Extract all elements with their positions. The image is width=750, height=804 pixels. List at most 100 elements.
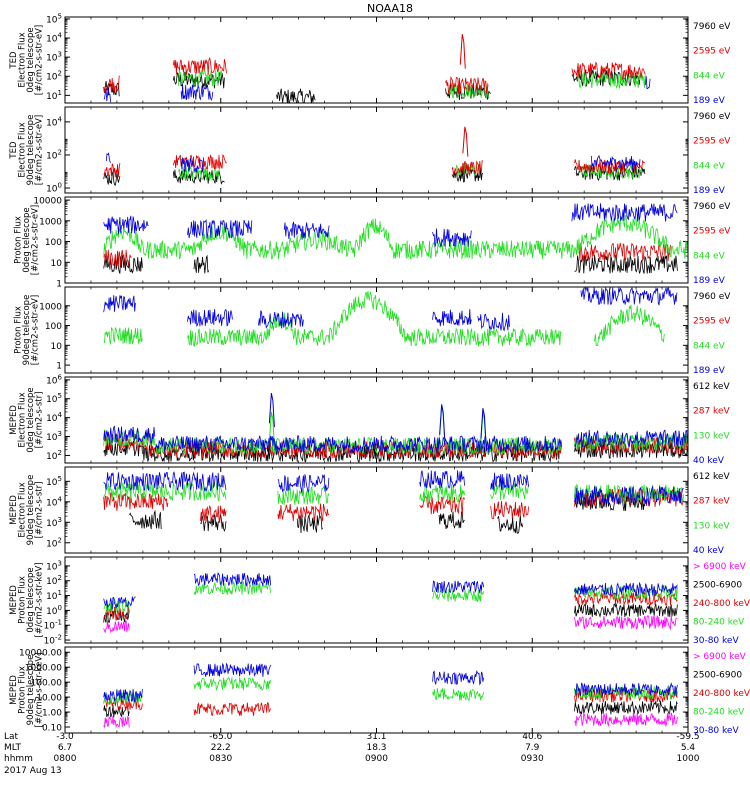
series-line-blue bbox=[103, 287, 678, 332]
series-line-blue bbox=[105, 152, 641, 173]
x-tick-label-mlt: 22.2 bbox=[211, 743, 231, 753]
y-tick-label: 10-1 bbox=[44, 619, 62, 632]
x-tick-label-lat: 31.1 bbox=[366, 732, 386, 742]
y-axis-label: [#/cm2-s-str-keV] bbox=[35, 653, 45, 728]
legend-entry: 7960 eV bbox=[693, 202, 731, 212]
series-group bbox=[103, 662, 678, 729]
series-group bbox=[103, 287, 678, 347]
y-tick-label: 104 bbox=[46, 32, 62, 45]
x-tick-label-hhmm: 0930 bbox=[521, 754, 544, 764]
legend-entry: 2595 eV bbox=[693, 47, 731, 57]
y-tick-label: 10000 bbox=[33, 197, 62, 207]
series-line-magenta bbox=[103, 615, 678, 634]
y-axis-label: [#/cm2-s-str-eV] bbox=[35, 25, 45, 95]
legend-entry: 80-240 keV bbox=[693, 708, 745, 718]
series-line-blue bbox=[103, 76, 651, 103]
legend-entry: > 6900 keV bbox=[693, 652, 747, 662]
series-line-blue bbox=[103, 203, 678, 249]
legend-entry: 7960 eV bbox=[693, 22, 731, 32]
legend-entry: 7960 eV bbox=[693, 112, 731, 122]
y-tick-label: 103 bbox=[46, 559, 62, 572]
y-axis-label: Proton Flux bbox=[18, 666, 28, 714]
panel-frame bbox=[64, 196, 689, 284]
y-axis-label: 90deg telescope bbox=[26, 475, 36, 546]
legend-entry: 2595 eV bbox=[693, 317, 731, 327]
series-spike-blue bbox=[439, 404, 446, 439]
x-row-label: Lat bbox=[4, 732, 19, 742]
y-axis-label: Electron Flux bbox=[18, 482, 28, 537]
series-line-blue bbox=[103, 470, 684, 506]
panel-frame bbox=[64, 16, 689, 104]
series-spike-red bbox=[462, 126, 469, 157]
series-line-red bbox=[103, 590, 678, 620]
y-tick-label: 102 bbox=[46, 449, 62, 462]
series-line-red bbox=[103, 56, 646, 95]
x-tick-label-lat: -65.0 bbox=[209, 732, 233, 742]
y-tick-label: 103 bbox=[46, 516, 62, 529]
y-tick-label: 100.00 bbox=[31, 679, 63, 689]
y-tick-label: 103 bbox=[46, 51, 62, 64]
legend-entry: 40 keV bbox=[693, 456, 725, 466]
legend-entry: 30-80 keV bbox=[693, 636, 739, 646]
series-spike-blue bbox=[480, 408, 487, 443]
y-axis-label: MEPED bbox=[9, 495, 19, 525]
legend-entry: 2595 eV bbox=[693, 137, 731, 147]
y-tick-label: 102 bbox=[46, 148, 62, 161]
y-tick-label: 105 bbox=[46, 475, 62, 488]
y-tick-label: 102 bbox=[46, 574, 62, 587]
legend-entry: 612 keV bbox=[693, 472, 730, 482]
legend-entry: 130 keV bbox=[693, 431, 730, 441]
series-line-blue bbox=[103, 572, 678, 610]
series-line-black bbox=[103, 700, 678, 718]
series-group bbox=[103, 126, 646, 186]
series-line-green bbox=[178, 69, 646, 99]
legend-entry: 844 eV bbox=[693, 71, 726, 81]
x-tick-label-lat: -3.0 bbox=[56, 732, 74, 742]
legend-entry: 189 eV bbox=[693, 276, 726, 286]
series-line-red bbox=[103, 242, 671, 268]
y-tick-label: 10.00 bbox=[36, 694, 62, 704]
x-row-label: hhmm bbox=[4, 754, 33, 764]
legend-entry: 287 keV bbox=[693, 497, 730, 507]
legend-entry: 189 eV bbox=[693, 186, 726, 196]
legend-entry: 612 keV bbox=[693, 382, 730, 392]
x-row-label: 2017 Aug 13 bbox=[4, 766, 62, 776]
legend-entry: 130 keV bbox=[693, 521, 730, 531]
y-tick-label: 100 bbox=[46, 182, 62, 195]
y-tick-label: 0.10 bbox=[42, 724, 62, 734]
y-axis-label: MEPED bbox=[9, 405, 19, 435]
legend-entry: 844 eV bbox=[693, 341, 726, 351]
y-tick-label: 1000 bbox=[39, 217, 62, 227]
y-tick-label: 104 bbox=[46, 115, 62, 128]
y-axis-label: Proton Flux bbox=[13, 306, 23, 354]
y-tick-label: 10000.00 bbox=[19, 649, 62, 659]
y-tick-label: 100 bbox=[46, 604, 62, 617]
legend-entry: 189 eV bbox=[693, 96, 726, 106]
legend-entry: 30-80 keV bbox=[693, 726, 739, 736]
x-tick-label-mlt: 18.3 bbox=[366, 743, 386, 753]
y-axis-label: [#/cm2-s-str] bbox=[35, 392, 45, 449]
series-line-green bbox=[103, 482, 684, 505]
y-tick-label: 100 bbox=[45, 238, 62, 248]
y-axis-label: [#/cm2-s-str-keV] bbox=[35, 563, 45, 638]
series-line-blue bbox=[103, 425, 688, 454]
legend-entry: 189 eV bbox=[693, 366, 726, 376]
y-axis-label: Electron Flux bbox=[18, 122, 28, 177]
legend-entry: 2500-6900 bbox=[693, 581, 742, 591]
series-line-black bbox=[103, 165, 646, 186]
series-line-black bbox=[129, 492, 646, 534]
series-line-green bbox=[103, 291, 665, 347]
y-axis-label: Proton Flux bbox=[13, 216, 23, 264]
y-axis-label: [#/cm2-s-str-eV] bbox=[35, 115, 45, 185]
series-spike-red bbox=[459, 34, 466, 69]
y-axis-label: TED bbox=[9, 51, 19, 70]
legend-entry: 844 eV bbox=[693, 251, 726, 261]
x-tick-label-mlt: 6.7 bbox=[58, 743, 72, 753]
x-tick-label-hhmm: 0900 bbox=[365, 754, 388, 764]
y-tick-label: 10-2 bbox=[44, 634, 62, 647]
